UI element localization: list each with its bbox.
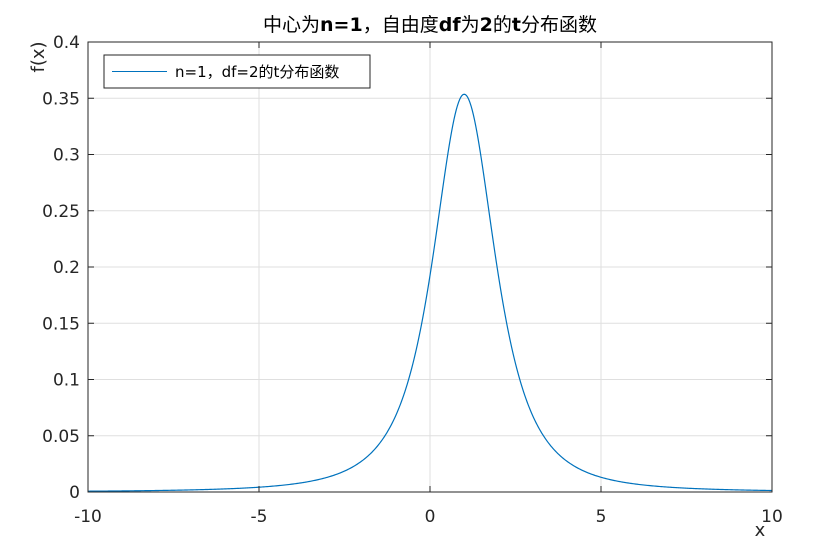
data-point (276, 485, 277, 486)
legend-entry-label: n=1，df=2的t分布函数 (175, 63, 339, 81)
data-point (429, 275, 430, 276)
tick-marks (87, 41, 773, 493)
data-point (412, 401, 413, 402)
data-point (703, 486, 704, 487)
y-tick-label: 0 (69, 483, 80, 503)
data-point (447, 164, 448, 165)
legend[interactable]: n=1，df=2的t分布函数 (103, 54, 371, 89)
chart-title-segment: ，自由度 (363, 14, 439, 36)
x-tick-label: -10 (74, 507, 102, 527)
y-tick-label: 0.1 (53, 371, 80, 391)
data-point (122, 490, 123, 491)
y-tick-label: 0.3 (53, 146, 80, 166)
data-point (438, 221, 439, 222)
chart-title-segment: 为 (461, 14, 480, 36)
series-line (87, 93, 773, 492)
y-axis-label: f(x) (28, 41, 49, 72)
data-point (387, 444, 388, 445)
chart-title-segment: 分布函数 (521, 14, 597, 36)
data-point (515, 357, 516, 358)
data-point (498, 275, 499, 276)
data-point (156, 490, 157, 491)
x-tick-label: 0 (425, 507, 436, 527)
chart-title: 中心为n=1，自由度df为2的t分布函数 (263, 14, 597, 36)
data-point (224, 488, 225, 489)
data-point (421, 378, 422, 379)
data-point (310, 481, 311, 482)
x-axis-label: x (755, 520, 766, 541)
chart-title-segment: t (512, 14, 521, 36)
data-point (566, 453, 567, 454)
data-point (455, 116, 456, 117)
data-point (378, 452, 379, 453)
data-point (327, 477, 328, 478)
data-point (395, 433, 396, 434)
data-series (87, 93, 773, 492)
y-tick-label: 0.4 (53, 33, 80, 53)
data-point (669, 483, 670, 484)
data-point (737, 487, 738, 488)
chart-title-segment: 2 (480, 14, 493, 36)
x-tick-label: 5 (596, 507, 607, 527)
data-point (344, 472, 345, 473)
chart-title-segment: 的 (493, 14, 512, 36)
data-point (489, 221, 490, 222)
data-point (635, 479, 636, 480)
chart-title-segment: n=1 (320, 14, 363, 36)
y-tick-label: 0.05 (42, 427, 80, 447)
y-tick-label: 0.15 (42, 314, 80, 334)
x-tick-label: -5 (251, 507, 268, 527)
data-point (293, 483, 294, 484)
y-tick-label: 0.2 (53, 258, 80, 278)
data-point (618, 476, 619, 477)
data-point (472, 116, 473, 117)
data-point (523, 385, 524, 386)
data-point (506, 320, 507, 321)
data-point (464, 94, 465, 95)
data-point (549, 435, 550, 436)
y-tick-label: 0.35 (42, 89, 80, 109)
chart-title-segment: df (439, 14, 462, 36)
data-point (600, 471, 601, 472)
y-tick-labels: 0 0.05 0.1 0.15 0.2 0.25 0.3 0.35 0.4 (42, 33, 80, 503)
data-point (190, 489, 191, 490)
x-tick-label: 10 (761, 507, 783, 527)
data-point (583, 464, 584, 465)
y-tick-label: 0.25 (42, 202, 80, 222)
data-point (370, 459, 371, 460)
data-point (404, 419, 405, 420)
x-tick-labels: -10 -5 0 5 10 (74, 507, 783, 527)
data-point (481, 164, 482, 165)
data-point (361, 464, 362, 465)
chart-title-segment: 中心为 (263, 14, 320, 36)
data-point (532, 406, 533, 407)
